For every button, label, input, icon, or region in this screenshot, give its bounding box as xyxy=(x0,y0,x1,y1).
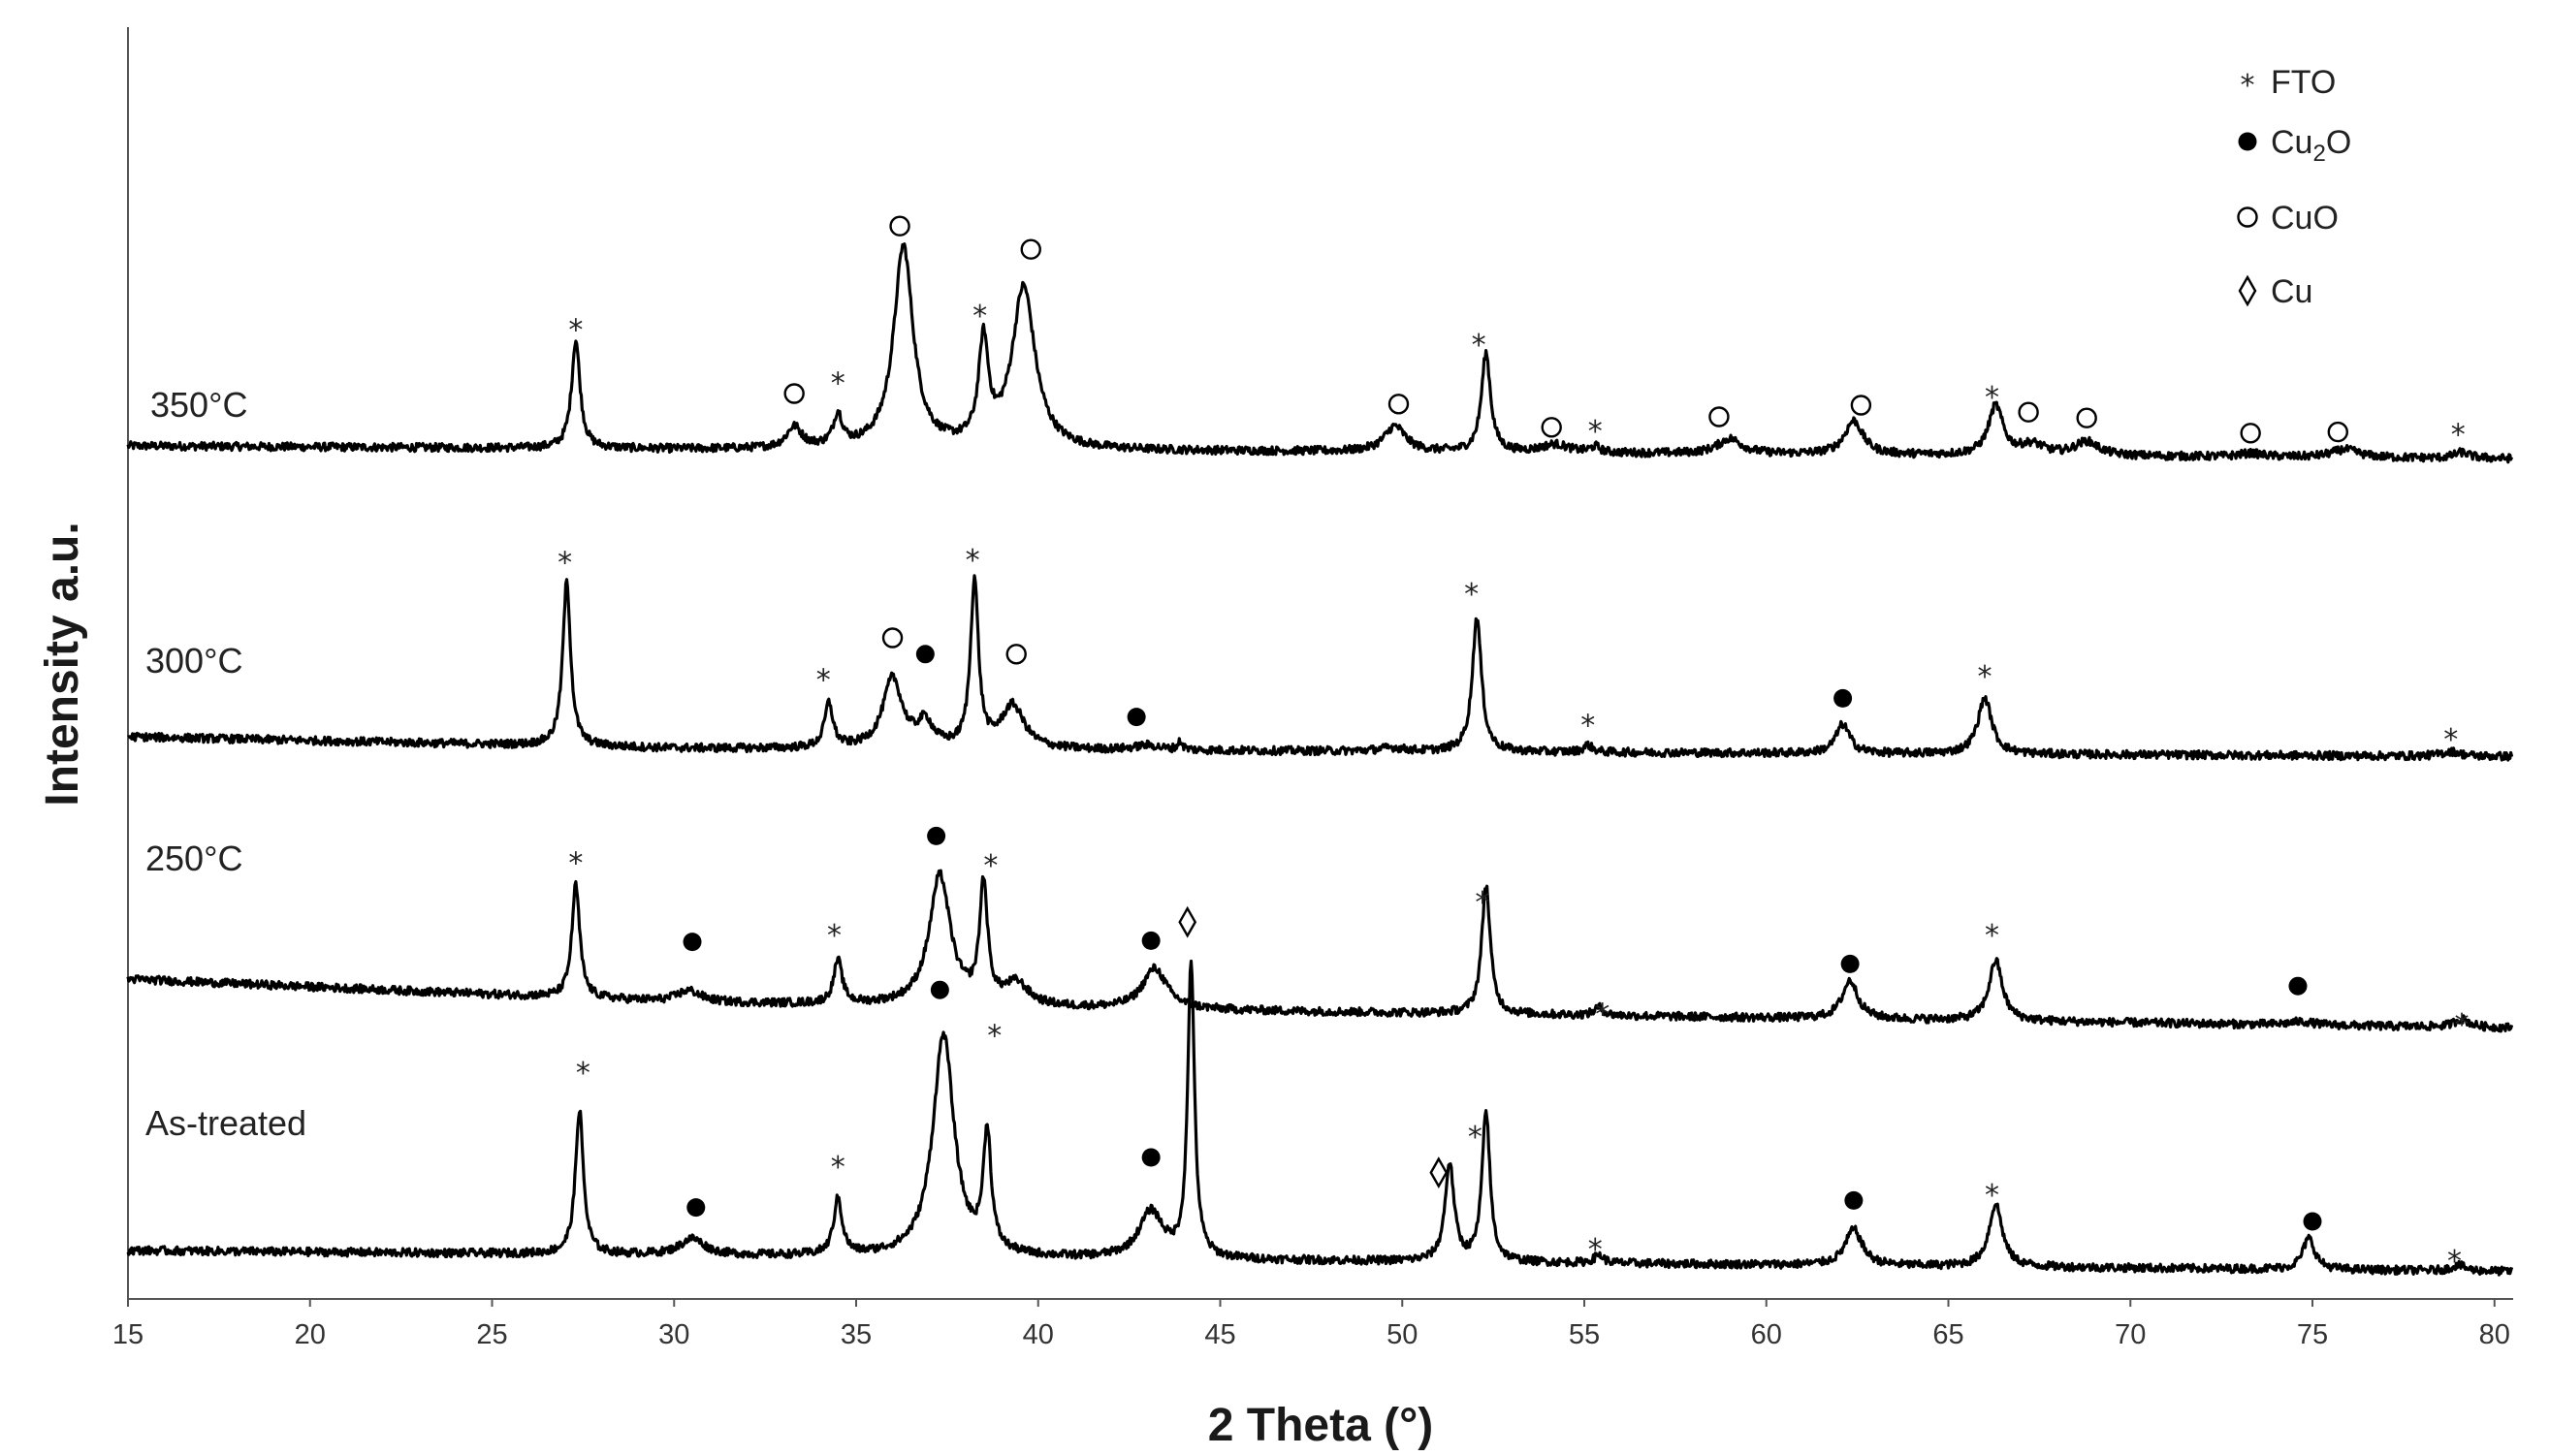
x-tick-label: 35 xyxy=(841,1319,872,1350)
series-labels: 350°C 300°C 250°C As-treated xyxy=(145,385,306,1143)
cu2o-filled-circle-marker xyxy=(927,826,946,845)
cu2o-filled-circle-marker xyxy=(2288,976,2308,996)
cuo-open-circle-marker xyxy=(2076,407,2097,428)
fto-star-marker: * xyxy=(1595,997,1610,1031)
fto-star-marker: * xyxy=(1985,919,1999,953)
fto-star-marker: * xyxy=(1472,329,1486,363)
fto-star-marker: * xyxy=(1978,660,1992,694)
fto-star-marker: * xyxy=(568,846,583,880)
x-tick-label: 65 xyxy=(1932,1319,1963,1350)
fto-star-marker: * xyxy=(1985,381,1999,415)
diffraction-traces xyxy=(126,242,2514,1277)
trace-300-c xyxy=(127,574,2514,762)
x-tick-label: 55 xyxy=(1569,1319,1600,1350)
fto-star-marker: * xyxy=(831,1151,845,1185)
cuo-open-circle-marker xyxy=(783,383,805,404)
fto-star-marker: * xyxy=(966,544,980,578)
fto-star-marker: * xyxy=(568,313,583,347)
x-tick-label: 30 xyxy=(658,1319,689,1350)
x-tick-label: 40 xyxy=(1023,1319,1054,1350)
legend: * FTO Cu2O CuO Cu xyxy=(2237,64,2351,310)
trace-350-c xyxy=(126,242,2514,464)
series-label: As-treated xyxy=(145,1103,306,1143)
cuo-open-circle-marker xyxy=(2018,401,2039,423)
cu2o-filled-circle-marker xyxy=(2238,132,2257,151)
x-tick-label: 25 xyxy=(476,1319,507,1350)
cuo-open-circle-marker xyxy=(1005,644,1027,665)
cuo-open-circle-marker xyxy=(1387,394,1410,415)
fto-star-marker: * xyxy=(1588,415,1603,449)
cu2o-filled-circle-marker xyxy=(1127,708,1146,727)
cuo-open-circle-marker xyxy=(1541,417,1562,438)
fto-star-marker: * xyxy=(2451,418,2466,452)
x-tick-label: 45 xyxy=(1204,1319,1235,1350)
fto-star-marker: * xyxy=(1468,1121,1482,1155)
x-tick-label: 20 xyxy=(295,1319,326,1350)
fto-star-marker: * xyxy=(1985,1179,1999,1213)
fto-star-marker: * xyxy=(2454,1008,2469,1042)
x-ticks: 15 20 25 30 35 40 45 50 55 60 65 70 75 80 xyxy=(112,1299,2510,1350)
fto-star-marker: * xyxy=(831,367,845,401)
x-tick-label: 80 xyxy=(2479,1319,2510,1350)
legend-subscript: 2 xyxy=(2312,141,2325,167)
fto-star-marker: * xyxy=(983,849,998,883)
cu-diamond-marker xyxy=(1178,905,1197,938)
cuo-open-circle-marker xyxy=(1708,406,1730,427)
cuo-open-circle-marker xyxy=(2327,421,2348,443)
cu2o-filled-circle-marker xyxy=(1844,1190,1864,1210)
cu2o-filled-circle-marker xyxy=(1840,954,1860,973)
fto-star-marker: * xyxy=(827,919,842,953)
cu2o-filled-circle-marker xyxy=(1833,688,1853,708)
legend-suffix: O xyxy=(2326,124,2351,161)
cu2o-filled-circle-marker xyxy=(930,980,949,999)
x-tick-label: 75 xyxy=(2297,1319,2328,1350)
fto-star-marker: * xyxy=(1588,1233,1603,1267)
fto-star-marker: * xyxy=(972,300,987,333)
fto-star-marker: * xyxy=(1464,578,1479,612)
x-tick-label: 60 xyxy=(1751,1319,1782,1350)
y-axis-title: Intensity a.u. xyxy=(37,522,88,806)
cuo-open-circle-marker xyxy=(2240,423,2261,444)
x-axis-title: 2 Theta (°) xyxy=(1208,1400,1434,1451)
fto-star-marker: * xyxy=(816,664,831,698)
legend-label: Cu xyxy=(2271,273,2312,310)
fto-star-marker: * xyxy=(2443,723,2458,757)
phase-markers: * * * * * * * * * * * * * * * * * * * * * * * * * * * * xyxy=(558,215,2469,1279)
cu2o-filled-circle-marker xyxy=(2303,1212,2322,1231)
x-tick-label: 50 xyxy=(1387,1319,1418,1350)
fto-star-marker: * xyxy=(2241,69,2255,103)
fto-star-marker: * xyxy=(576,1057,590,1091)
fto-star-marker: * xyxy=(558,546,572,580)
cu2o-filled-circle-marker xyxy=(1141,1148,1161,1167)
trace-as-treated xyxy=(126,959,2514,1277)
series-label: 300°C xyxy=(145,641,242,681)
trace-250-c xyxy=(126,869,2514,1033)
cu2o-filled-circle-marker xyxy=(683,933,702,952)
cu2o-filled-circle-marker xyxy=(1141,931,1161,950)
x-tick-label: 70 xyxy=(2115,1319,2146,1350)
cuo-open-circle-marker xyxy=(1020,238,1041,260)
cuo-open-circle-marker xyxy=(881,627,904,649)
cuo-open-circle-marker xyxy=(2237,206,2258,228)
series-label: 350°C xyxy=(150,385,247,425)
fto-star-marker: * xyxy=(987,1019,1002,1053)
legend-label: Cu2O xyxy=(2271,124,2351,167)
cu2o-filled-circle-marker xyxy=(686,1198,706,1218)
cu-diamond-marker xyxy=(2238,274,2257,307)
legend-label: CuO xyxy=(2271,200,2339,237)
fto-star-marker: * xyxy=(2447,1245,2462,1279)
legend-label: FTO xyxy=(2271,64,2336,101)
fto-star-marker: * xyxy=(1475,886,1489,920)
cu-diamond-marker xyxy=(1429,1156,1449,1189)
cu2o-filled-circle-marker xyxy=(915,645,935,664)
series-label: 250°C xyxy=(145,839,242,878)
x-tick-label: 15 xyxy=(112,1319,143,1350)
cuo-open-circle-marker xyxy=(889,215,910,237)
fto-star-marker: * xyxy=(1580,709,1595,743)
cuo-open-circle-marker xyxy=(1850,395,1872,416)
